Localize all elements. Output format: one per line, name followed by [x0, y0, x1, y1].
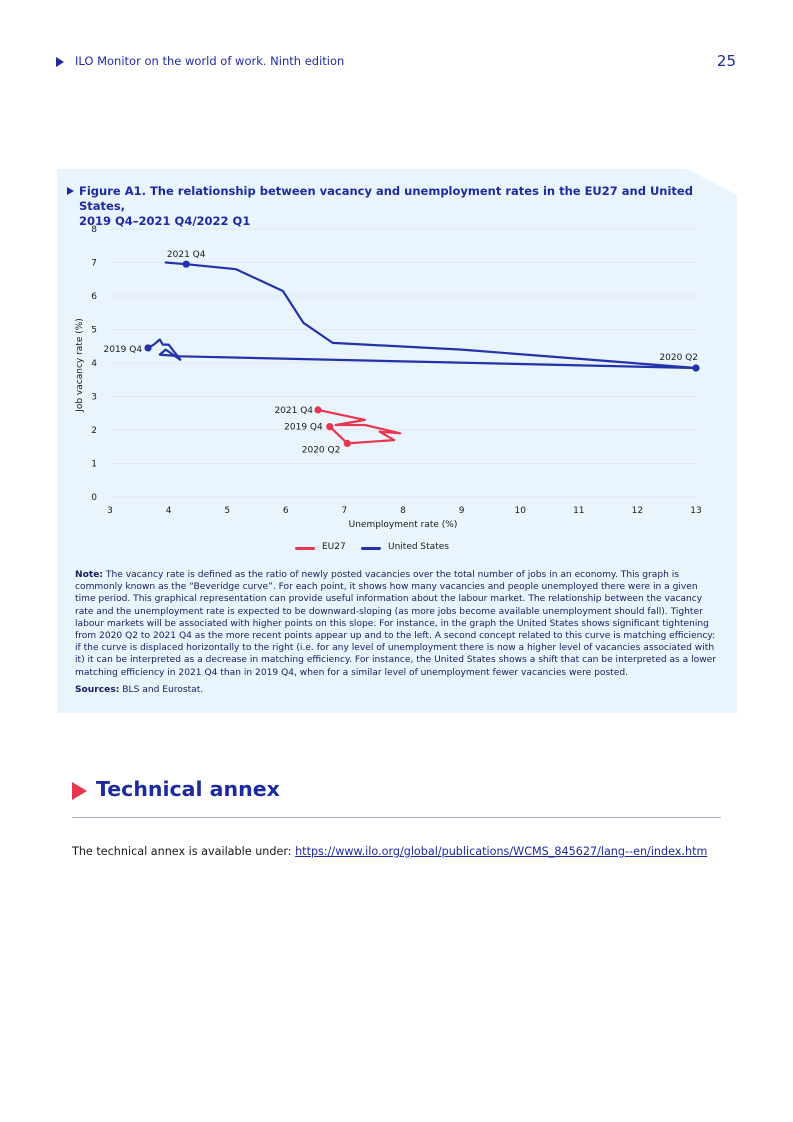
- x-axis-label: Unemployment rate (%): [349, 520, 458, 530]
- x-tick-label-3: 3: [107, 506, 113, 516]
- point-label-eu27-2019-q4: 2019 Q4: [284, 423, 323, 433]
- publication-title: ILO Monitor on the world of work. Ninth …: [75, 54, 345, 68]
- series-line-eu27: [316, 408, 402, 445]
- point-united-states-2019-q4: [144, 344, 152, 352]
- page-number: 25: [716, 52, 736, 70]
- point-label-eu27-2021-q4: 2021 Q4: [274, 406, 313, 416]
- figure-title-line-1: Figure A1. The relationship between vaca…: [79, 184, 693, 213]
- figure-triangle-icon: [67, 187, 74, 195]
- note-label: Note:: [75, 570, 104, 580]
- x-tick-label-8: 8: [400, 506, 406, 516]
- note-text: The vacancy rate is defined as the ratio…: [75, 570, 717, 678]
- y-tick-label-6: 6: [91, 292, 97, 302]
- legend-swatch-us: [361, 547, 381, 550]
- point-label-united-states-2019-q4: 2019 Q4: [104, 345, 143, 355]
- legend-label-eu27: EU27: [322, 542, 346, 552]
- point-eu27-2020-q2: [343, 439, 351, 447]
- x-tick-label-9: 9: [459, 506, 465, 516]
- legend-swatch-eu27: [295, 547, 315, 550]
- x-tick-label-13: 13: [690, 506, 701, 516]
- point-label-eu27-2020-q2: 2020 Q2: [302, 445, 341, 455]
- y-tick-label-7: 7: [91, 259, 97, 269]
- y-tick-label-4: 4: [91, 359, 97, 369]
- running-header: ILO Monitor on the world of work. Ninth …: [56, 52, 740, 76]
- legend-label-us: United States: [388, 542, 449, 552]
- annex-paragraph: The technical annex is available under: …: [72, 845, 707, 858]
- point-label-united-states-2020-q2: 2020 Q2: [659, 353, 698, 363]
- y-tick-label-8: 8: [91, 225, 97, 235]
- series-line-united-states: [147, 261, 698, 370]
- x-tick-label-11: 11: [573, 506, 584, 516]
- annex-divider: [72, 817, 721, 818]
- y-tick-label-0: 0: [91, 493, 97, 503]
- annex-link[interactable]: https://www.ilo.org/global/publications/…: [295, 845, 708, 858]
- figure-title: Figure A1. The relationship between vaca…: [67, 184, 707, 229]
- y-axis-label: Job vacancy rate (%): [75, 318, 85, 413]
- y-tick-label-2: 2: [91, 426, 97, 436]
- point-label-united-states-2021-q4: 2021 Q4: [167, 250, 206, 260]
- x-tick-label-5: 5: [224, 506, 230, 516]
- figure-panel: Figure A1. The relationship between vaca…: [57, 169, 737, 713]
- figure-title-line-2: 2019 Q4–2021 Q4/2022 Q1: [79, 214, 251, 228]
- point-eu27-2019-q4: [326, 423, 334, 431]
- sources-text: BLS and Eurostat.: [122, 685, 204, 695]
- x-tick-label-7: 7: [342, 506, 348, 516]
- y-tick-label-1: 1: [91, 460, 97, 470]
- annex-heading: Technical annex: [96, 777, 280, 801]
- x-tick-label-4: 4: [166, 506, 172, 516]
- x-tick-label-10: 10: [514, 506, 526, 516]
- point-united-states-2020-q2: [692, 364, 700, 372]
- x-tick-label-6: 6: [283, 506, 289, 516]
- y-tick-label-3: 3: [91, 393, 97, 403]
- x-tick-label-12: 12: [632, 506, 643, 516]
- header-triangle-icon: [56, 57, 64, 67]
- figure-sources: Sources: BLS and Eurostat.: [75, 685, 203, 695]
- point-united-states-2021-q4: [182, 260, 190, 268]
- point-eu27-2021-q4: [314, 406, 322, 414]
- y-tick-label-5: 5: [91, 326, 97, 336]
- annex-text: The technical annex is available under:: [72, 845, 296, 858]
- sources-label: Sources:: [75, 685, 120, 695]
- annex-triangle-icon: [72, 782, 87, 800]
- figure-note: Note: The vacancy rate is defined as the…: [75, 569, 720, 679]
